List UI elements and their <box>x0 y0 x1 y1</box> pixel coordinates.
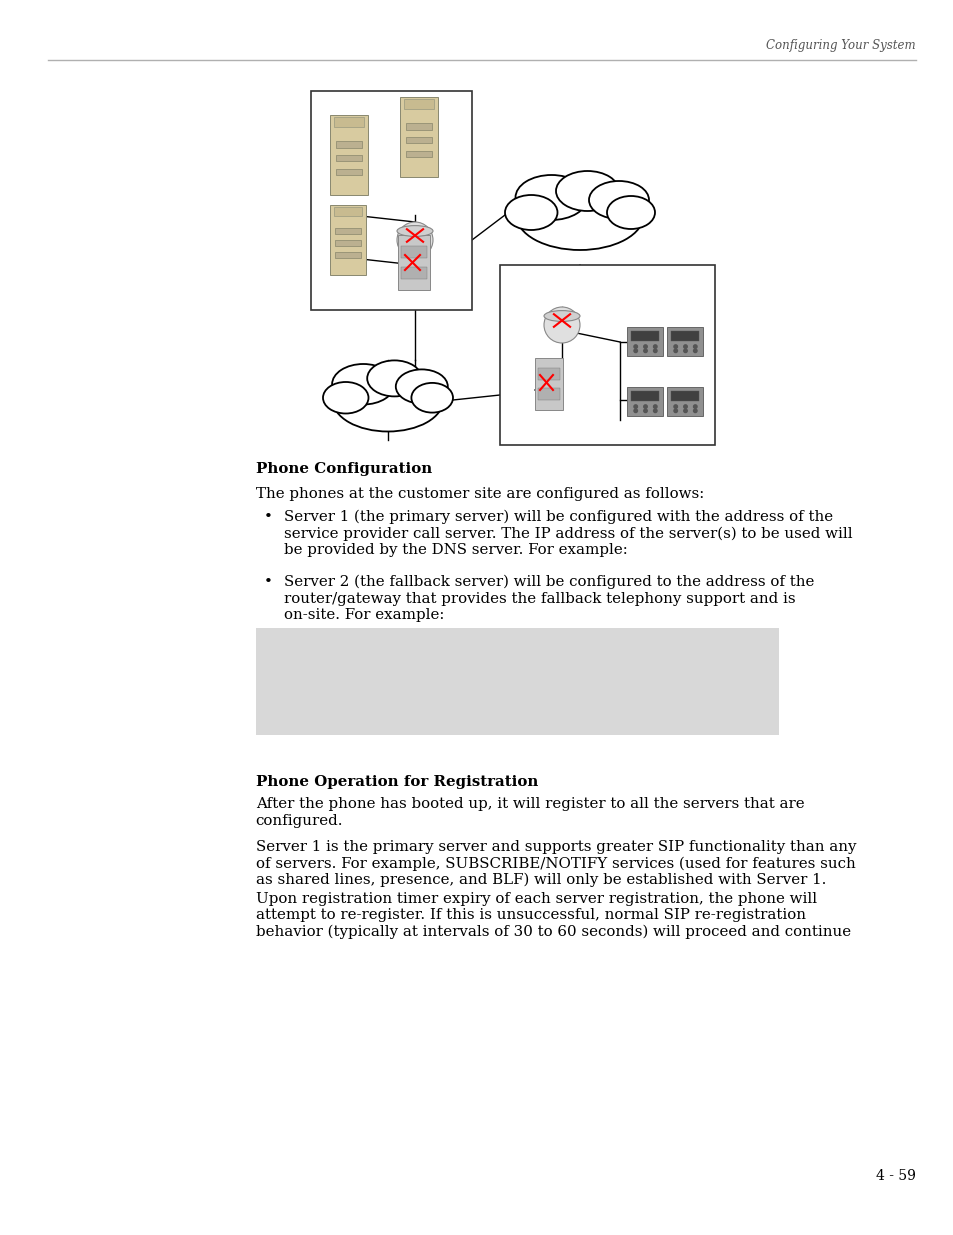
Ellipse shape <box>588 182 648 219</box>
Text: Upon registration timer expiry of each server registration, the phone will: Upon registration timer expiry of each s… <box>255 892 816 906</box>
FancyBboxPatch shape <box>405 124 432 130</box>
Circle shape <box>653 405 657 409</box>
Ellipse shape <box>411 383 453 412</box>
FancyBboxPatch shape <box>667 387 702 415</box>
FancyBboxPatch shape <box>334 207 362 215</box>
Ellipse shape <box>396 222 433 258</box>
Text: attempt to re-register. If this is unsuccessful, normal SIP re-registration: attempt to re-register. If this is unsuc… <box>255 909 805 923</box>
Text: on-site. For example:: on-site. For example: <box>283 608 443 622</box>
Text: •: • <box>263 576 273 589</box>
FancyBboxPatch shape <box>335 228 360 233</box>
Ellipse shape <box>323 382 368 414</box>
Ellipse shape <box>396 226 433 236</box>
Ellipse shape <box>516 180 643 249</box>
FancyBboxPatch shape <box>311 91 472 310</box>
FancyBboxPatch shape <box>335 169 362 175</box>
Text: behavior (typically at intervals of 30 to 60 seconds) will proceed and continue: behavior (typically at intervals of 30 t… <box>255 925 850 940</box>
Text: Phone Operation for Registration: Phone Operation for Registration <box>255 776 537 789</box>
FancyBboxPatch shape <box>671 331 699 341</box>
Ellipse shape <box>543 308 579 343</box>
Circle shape <box>643 350 646 352</box>
Text: configured.: configured. <box>255 814 343 827</box>
Circle shape <box>643 409 646 412</box>
Text: be provided by the DNS server. For example:: be provided by the DNS server. For examp… <box>283 543 627 557</box>
Circle shape <box>653 409 657 412</box>
FancyBboxPatch shape <box>405 137 432 143</box>
Ellipse shape <box>515 175 587 220</box>
FancyBboxPatch shape <box>671 391 699 401</box>
Circle shape <box>673 345 677 348</box>
Ellipse shape <box>367 361 421 396</box>
Ellipse shape <box>556 170 618 211</box>
FancyBboxPatch shape <box>335 141 362 148</box>
Circle shape <box>683 409 686 412</box>
Circle shape <box>634 350 637 352</box>
Circle shape <box>634 409 637 412</box>
Ellipse shape <box>333 368 443 431</box>
FancyBboxPatch shape <box>335 240 360 246</box>
Ellipse shape <box>606 196 655 228</box>
FancyBboxPatch shape <box>330 205 366 275</box>
FancyBboxPatch shape <box>397 235 430 290</box>
FancyBboxPatch shape <box>335 252 360 258</box>
Text: as shared lines, presence, and BLF) will only be established with Server 1.: as shared lines, presence, and BLF) will… <box>255 873 825 888</box>
FancyBboxPatch shape <box>499 266 714 445</box>
Ellipse shape <box>332 364 395 405</box>
Text: The phones at the customer site are configured as follows:: The phones at the customer site are conf… <box>255 487 703 501</box>
Ellipse shape <box>543 310 579 321</box>
Circle shape <box>673 409 677 412</box>
FancyBboxPatch shape <box>399 98 437 177</box>
Circle shape <box>673 405 677 409</box>
Circle shape <box>693 409 697 412</box>
FancyBboxPatch shape <box>255 629 779 735</box>
Circle shape <box>634 345 637 348</box>
Circle shape <box>643 345 646 348</box>
FancyBboxPatch shape <box>401 246 426 258</box>
Circle shape <box>653 345 657 348</box>
FancyBboxPatch shape <box>401 267 426 279</box>
Circle shape <box>673 350 677 352</box>
Text: Phone Configuration: Phone Configuration <box>255 462 432 475</box>
Ellipse shape <box>395 369 447 404</box>
Circle shape <box>643 405 646 409</box>
Text: Server 1 is the primary server and supports greater SIP functionality than any: Server 1 is the primary server and suppo… <box>255 840 855 853</box>
Text: of servers. For example, SUBSCRIBE/NOTIFY services (used for features such: of servers. For example, SUBSCRIBE/NOTIF… <box>255 857 855 871</box>
Text: Server 1 (the primary server) will be configured with the address of the: Server 1 (the primary server) will be co… <box>283 510 832 525</box>
Circle shape <box>693 350 697 352</box>
FancyBboxPatch shape <box>631 391 659 401</box>
Text: service provider call server. The IP address of the server(s) to be used will: service provider call server. The IP add… <box>283 526 851 541</box>
Circle shape <box>653 350 657 352</box>
FancyBboxPatch shape <box>405 151 432 157</box>
FancyBboxPatch shape <box>627 387 662 415</box>
Circle shape <box>634 405 637 409</box>
FancyBboxPatch shape <box>537 388 559 400</box>
FancyBboxPatch shape <box>631 331 659 341</box>
Ellipse shape <box>504 195 557 230</box>
Text: router/gateway that provides the fallback telephony support and is: router/gateway that provides the fallbac… <box>283 592 795 605</box>
Circle shape <box>693 345 697 348</box>
Text: Configuring Your System: Configuring Your System <box>765 40 915 52</box>
Circle shape <box>683 345 686 348</box>
Text: 4 - 59: 4 - 59 <box>875 1170 915 1183</box>
FancyBboxPatch shape <box>667 326 702 356</box>
FancyBboxPatch shape <box>330 115 368 195</box>
Circle shape <box>683 350 686 352</box>
Circle shape <box>693 405 697 409</box>
Text: After the phone has booted up, it will register to all the servers that are: After the phone has booted up, it will r… <box>255 797 803 811</box>
FancyBboxPatch shape <box>335 156 362 162</box>
FancyBboxPatch shape <box>537 368 559 380</box>
FancyBboxPatch shape <box>627 326 662 356</box>
Circle shape <box>683 405 686 409</box>
FancyBboxPatch shape <box>334 117 364 127</box>
FancyBboxPatch shape <box>403 99 434 109</box>
Text: •: • <box>263 510 273 524</box>
Text: Server 2 (the fallback server) will be configured to the address of the: Server 2 (the fallback server) will be c… <box>283 576 813 589</box>
FancyBboxPatch shape <box>535 358 562 410</box>
